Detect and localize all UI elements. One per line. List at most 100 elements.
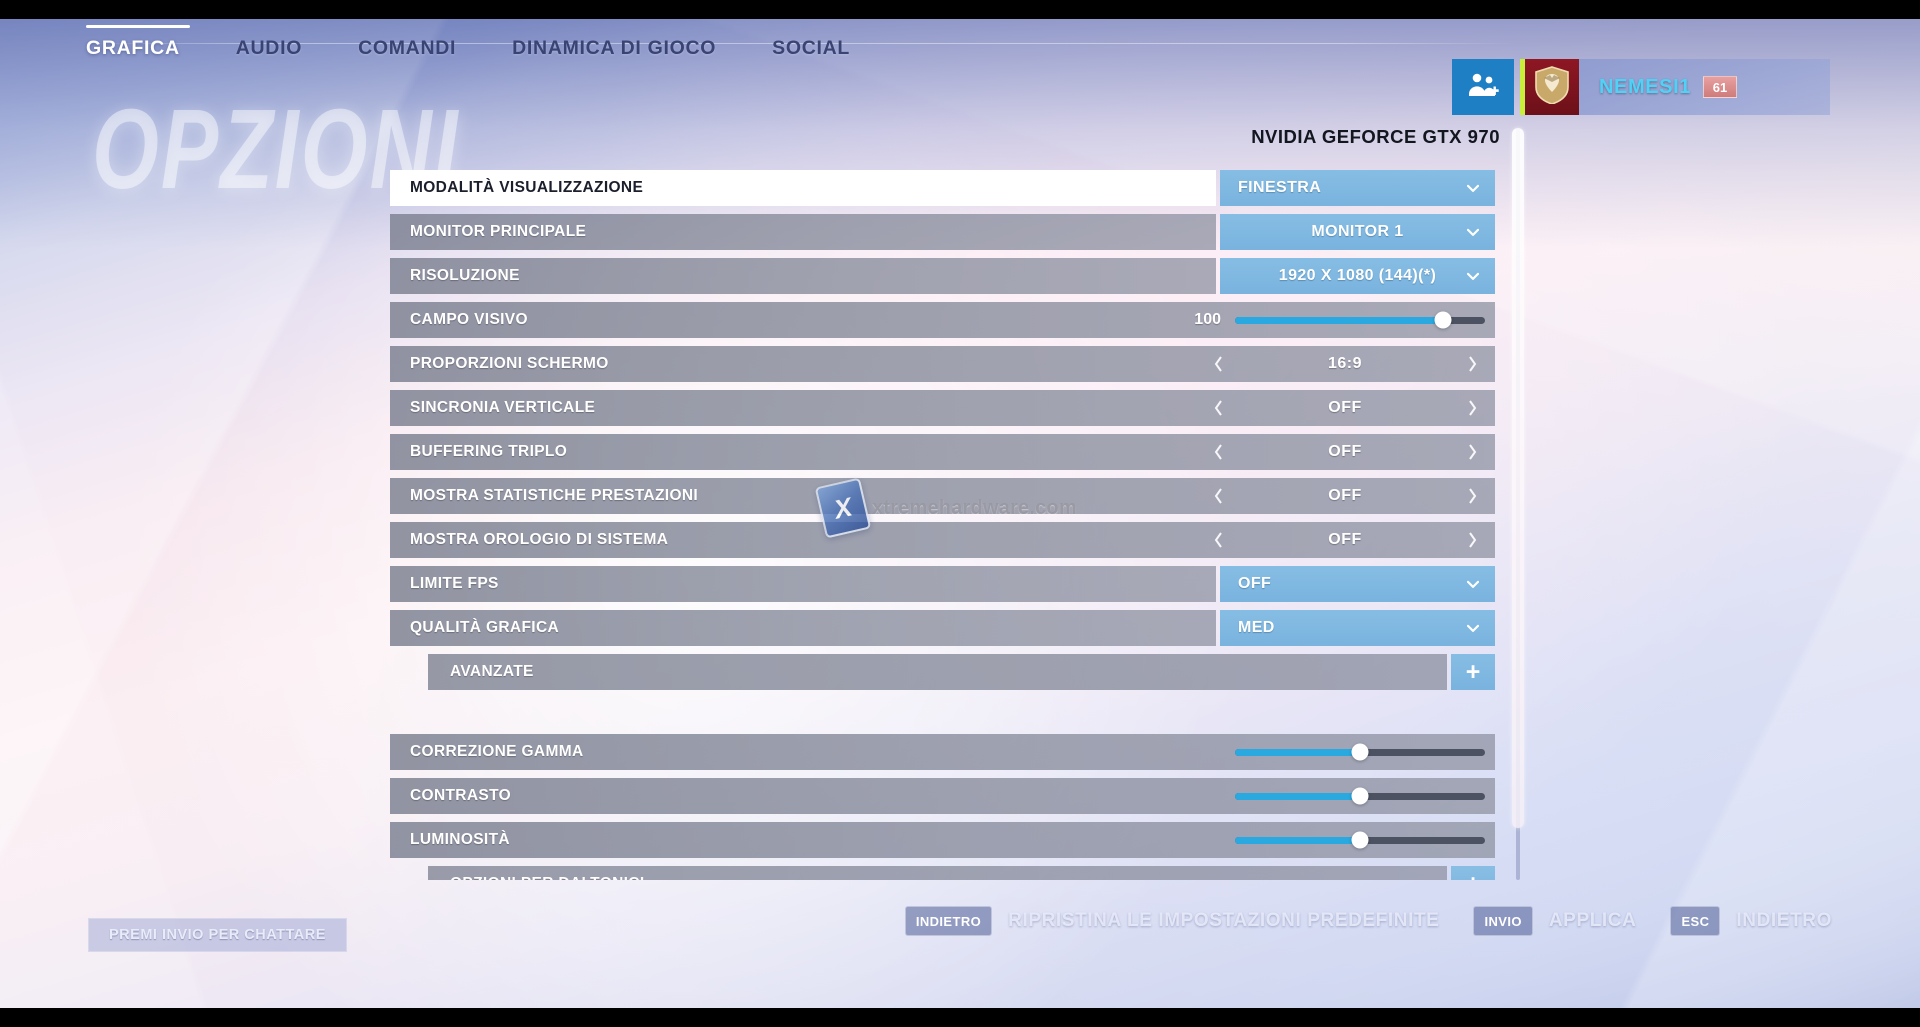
player-name: NEMESI1 [1599,75,1692,98]
dropdown-monitor-principale[interactable]: MONITOR 1 [1220,214,1495,250]
settings-panel: MODALITÀ VISUALIZZAZIONE FINESTRA MONITOR … [390,170,1495,880]
settings-row-sincronia-verticale[interactable]: SINCRONIA VERTICALE OFF [390,390,1495,426]
player-accent-bar [1520,59,1525,115]
dropdown-value-limite-fps: OFF [1238,575,1272,592]
footer-action-applica[interactable]: INVIO APPLICA [1473,906,1636,936]
settings-row-avanzate[interactable]: AVANZATE + [428,654,1495,690]
stepper-mostra-statistiche-prestazioni: OFF [1195,478,1495,514]
settings-scrollbar[interactable] [1512,128,1524,880]
dropdown-value-risoluzione: 1920 X 1080 (144)(*) [1278,267,1437,284]
settings-row-luminosita[interactable]: LUMINOSITÀ [390,822,1495,858]
nav-tab-comandi[interactable]: COMANDI [358,37,457,59]
settings-row-opzioni-per-daltonici[interactable]: OPZIONI PER DALTONICI + [428,866,1495,880]
chevron-right-icon[interactable] [1463,440,1481,464]
player-crest [1525,59,1579,115]
chevron-left-icon[interactable] [1209,396,1227,420]
settings-row-buffering-triplo[interactable]: BUFFERING TRIPLO OFF [390,434,1495,470]
footer-action-label: APPLICA [1548,910,1637,931]
slider-track-campo-visivo[interactable] [1235,311,1485,329]
slider-track-luminosita[interactable] [1235,831,1485,849]
chevron-right-icon[interactable] [1463,528,1481,552]
slider-knob-correzione-gamma[interactable] [1351,743,1369,761]
chevron-right-icon[interactable] [1463,352,1481,376]
stepper-mostra-orologio-di-sistema: OFF [1195,522,1495,558]
row-label-mostra-orologio-di-sistema: MOSTRA OROLOGIO DI SISTEMA [390,522,1495,558]
slider-track-contrasto[interactable] [1235,787,1485,805]
dropdown-risoluzione[interactable]: 1920 X 1080 (144)(*) [1220,258,1495,294]
chat-hint-button[interactable]: PREMI INVIO PER CHATTARE [88,918,347,952]
row-label-mostra-statistiche-prestazioni: MOSTRA STATISTICHE PRESTAZIONI [390,478,1495,514]
nav-tab-grafica[interactable]: GRAFICA [86,25,208,68]
settings-row-limite-fps[interactable]: LIMITE FPS OFF [390,566,1495,602]
chevron-right-icon[interactable] [1463,396,1481,420]
slider-knob-luminosita[interactable] [1351,831,1369,849]
settings-row-mostra-statistiche-prestazioni[interactable]: MOSTRA STATISTICHE PRESTAZIONI OFF [390,478,1495,514]
slider-value-campo-visivo: 100 [1194,311,1221,328]
nav-tab-audio[interactable]: AUDIO [235,37,303,59]
settings-row-monitor-principale[interactable]: MONITOR PRINCIPALE MONITOR 1 [390,214,1495,250]
chevron-down-icon [1466,621,1480,633]
nav-divider-rule [86,43,1516,44]
stepper-buffering-triplo: OFF [1195,434,1495,470]
settings-row-mostra-orologio-di-sistema[interactable]: MOSTRA OROLOGIO DI SISTEMA OFF [390,522,1495,558]
chevron-right-icon[interactable] [1463,484,1481,508]
row-label-sincronia-verticale: SINCRONIA VERTICALE [390,390,1495,426]
dropdown-limite-fps[interactable]: OFF [1220,566,1495,602]
stepper-value-mostra-statistiche-prestazioni: OFF [1328,487,1362,504]
scrollbar-thumb[interactable] [1512,128,1524,828]
slider-fill-luminosita [1235,836,1360,844]
row-label-limite-fps: LIMITE FPS [390,566,1216,602]
footer-action-ripristina-le-impostazioni-predefinite[interactable]: INDIETRO RIPRISTINA LE IMPOSTAZIONI PREDE… [904,906,1440,936]
footer-actions: INDIETRO RIPRISTINA LE IMPOSTAZIONI PREDE… [904,906,1832,936]
settings-row-campo-visivo[interactable]: CAMPO VISIVO 100 [390,302,1495,338]
slider-fill-campo-visivo [1235,316,1443,324]
chevron-left-icon[interactable] [1209,440,1227,464]
expand-button-opzioni-per-daltonici[interactable]: + [1451,866,1495,880]
slider-knob-contrasto[interactable] [1351,787,1369,805]
settings-row-proporzioni-schermo[interactable]: PROPORZIONI SCHERMO 16:9 [390,346,1495,382]
stepper-sincronia-verticale: OFF [1195,390,1495,426]
dropdown-value-modalita-visualizzazione: FINESTRA [1238,179,1322,196]
stepper-value-sincronia-verticale: OFF [1328,399,1362,416]
top-bar: GRAFICA AUDIO COMANDI DINAMICA DI GIOCO SOCI… [0,19,1920,115]
footer-action-label: INDIETRO [1736,910,1832,931]
settings-row-risoluzione[interactable]: RISOLUZIONE 1920 X 1080 (144)(*) [390,258,1495,294]
settings-row-modalita-visualizzazione[interactable]: MODALITÀ VISUALIZZAZIONE FINESTRA [390,170,1495,206]
stepper-value-buffering-triplo: OFF [1328,443,1362,460]
social-button[interactable] [1452,59,1514,115]
settings-row-correzione-gamma[interactable]: CORREZIONE GAMMA [390,734,1495,770]
dropdown-value-monitor-principale: MONITOR 1 [1311,223,1404,240]
settings-row-contrasto[interactable]: CONTRASTO [390,778,1495,814]
chevron-down-icon [1466,269,1480,281]
nav-tab-dinamica-di-gioco[interactable]: DINAMICA DI GIOCO [512,37,717,59]
shield-crest-icon [1535,65,1569,109]
dropdown-modalita-visualizzazione[interactable]: FINESTRA [1220,170,1495,206]
nav-tab-social[interactable]: SOCIAL [772,37,851,59]
slider-track-correzione-gamma[interactable] [1235,743,1485,761]
slider-fill-contrasto [1235,792,1360,800]
settings-row-qualita-grafica[interactable]: QUALITÀ GRAFICA MED [390,610,1495,646]
row-label-modalita-visualizzazione: MODALITÀ VISUALIZZAZIONE [390,170,1216,206]
chevron-left-icon[interactable] [1209,484,1227,508]
expand-button-avanzate[interactable]: + [1451,654,1495,690]
stepper-value-mostra-orologio-di-sistema: OFF [1328,531,1362,548]
player-level-badge: 61 [1703,76,1738,98]
gpu-label: NVIDIA GEFORCE GTX 970 [1251,126,1500,147]
slider-knob-campo-visivo[interactable] [1434,311,1451,329]
dropdown-qualita-grafica[interactable]: MED [1220,610,1495,646]
chevron-down-icon [1466,225,1480,237]
keycap-indietro: INDIETRO [904,906,993,936]
row-label-monitor-principale: MONITOR PRINCIPALE [390,214,1216,250]
footer-action-indietro[interactable]: ESC INDIETRO [1670,906,1832,936]
row-label-avanzate: AVANZATE [428,654,1447,690]
chevron-down-icon [1466,181,1480,193]
chevron-left-icon[interactable] [1209,352,1227,376]
footer-action-label: RIPRISTINA LE IMPOSTAZIONI PREDEFINITE [1008,910,1440,931]
chevron-left-icon[interactable] [1209,528,1227,552]
slider-contrasto [1235,778,1485,814]
player-plate[interactable]: NEMESI1 61 [1520,59,1830,115]
row-label-qualita-grafica: QUALITÀ GRAFICA [390,610,1216,646]
row-label-buffering-triplo: BUFFERING TRIPLO [390,434,1495,470]
keycap-esc: ESC [1670,906,1721,936]
slider-luminosita [1235,822,1485,858]
